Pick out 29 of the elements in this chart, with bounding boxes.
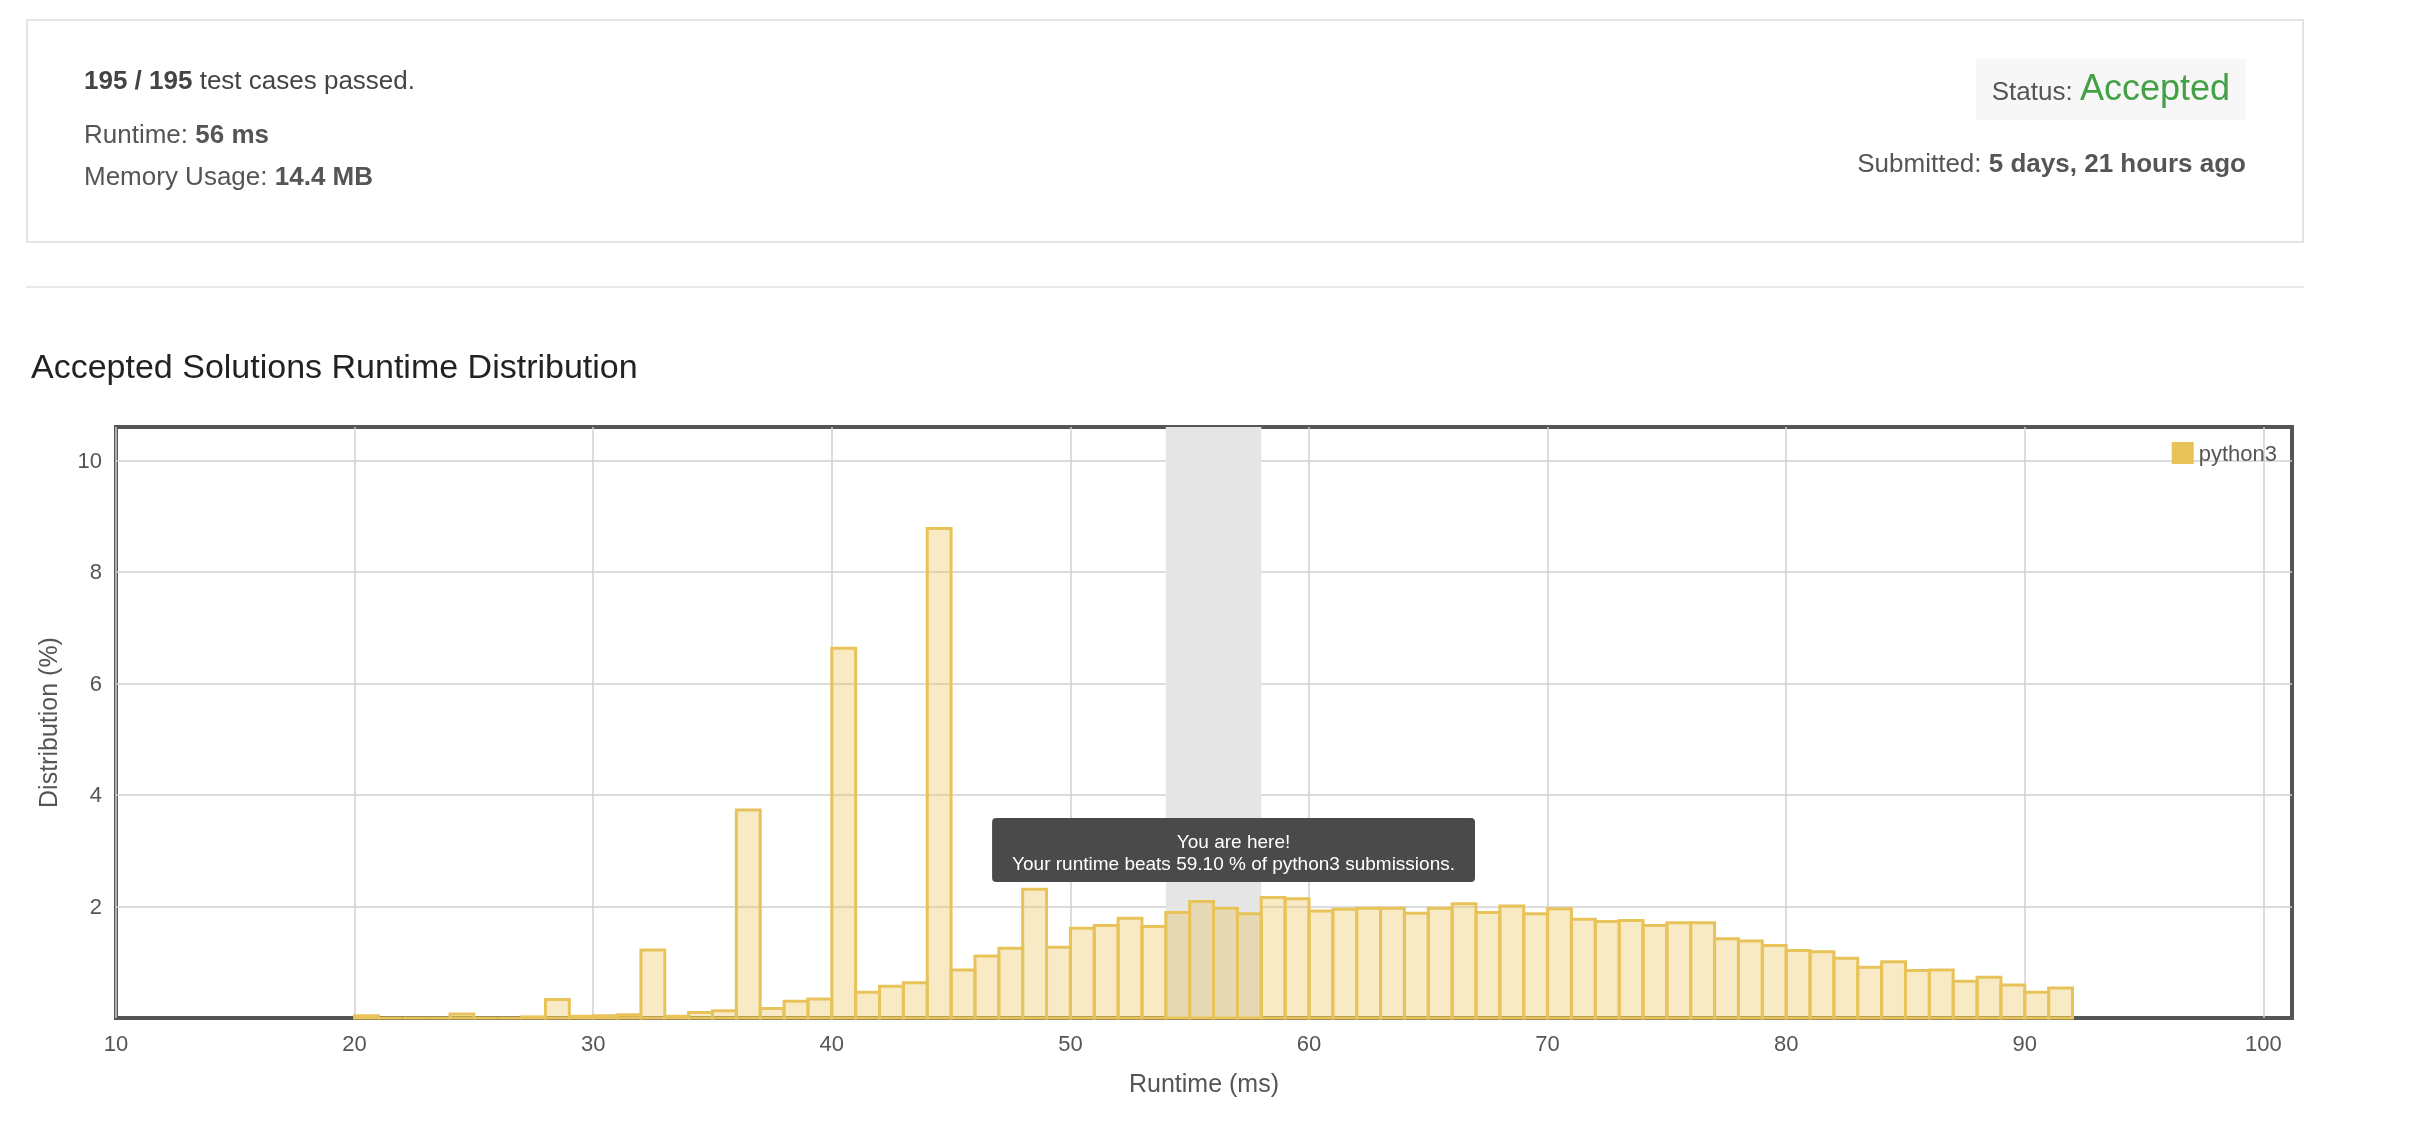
text: 195 / 195 [84, 65, 193, 95]
x-tick-label: 30 [580, 1030, 606, 1056]
text: Accepted [2079, 67, 2230, 108]
x-tick-label: 40 [819, 1030, 845, 1056]
text: Submitted: [1857, 148, 1982, 178]
x-tick-label: 90 [2012, 1030, 2038, 1056]
text: 14.4 MB [274, 161, 373, 191]
text: 5 days, 21 hours ago [1988, 148, 2246, 178]
x-axis-title: Runtime (ms) [1128, 1068, 1280, 1097]
text: 56 ms [195, 119, 270, 149]
text: test cases passed. [199, 65, 416, 95]
annotation: You are here! Your runtime beats 59.10 % of python3 submissions. [1012, 830, 1455, 874]
x-tick-label: 100 [2245, 1030, 2282, 1056]
y-tick-label: 8 [89, 559, 102, 585]
x-tick-label: 20 [342, 1030, 367, 1056]
legend-label: python3 [2198, 440, 2278, 466]
x-tick-label: 80 [1773, 1030, 1799, 1056]
x-tick-label: 50 [1058, 1030, 1083, 1056]
y-tick-label: 6 [89, 670, 102, 696]
x-tick-label: 60 [1296, 1030, 1322, 1056]
y-axis-title: Distribution (%) [33, 637, 62, 808]
y-tick-label: 4 [89, 782, 102, 808]
text: Runtime: [84, 119, 189, 149]
y-tick-label: 10 [77, 447, 102, 473]
chart-title: Accepted Solutions Runtime Distribution [31, 347, 638, 385]
y-tick-label: 2 [89, 893, 102, 919]
text: Memory Usage: [84, 161, 268, 191]
text: Status: [1991, 76, 2073, 106]
x-tick-label: 70 [1535, 1030, 1560, 1056]
